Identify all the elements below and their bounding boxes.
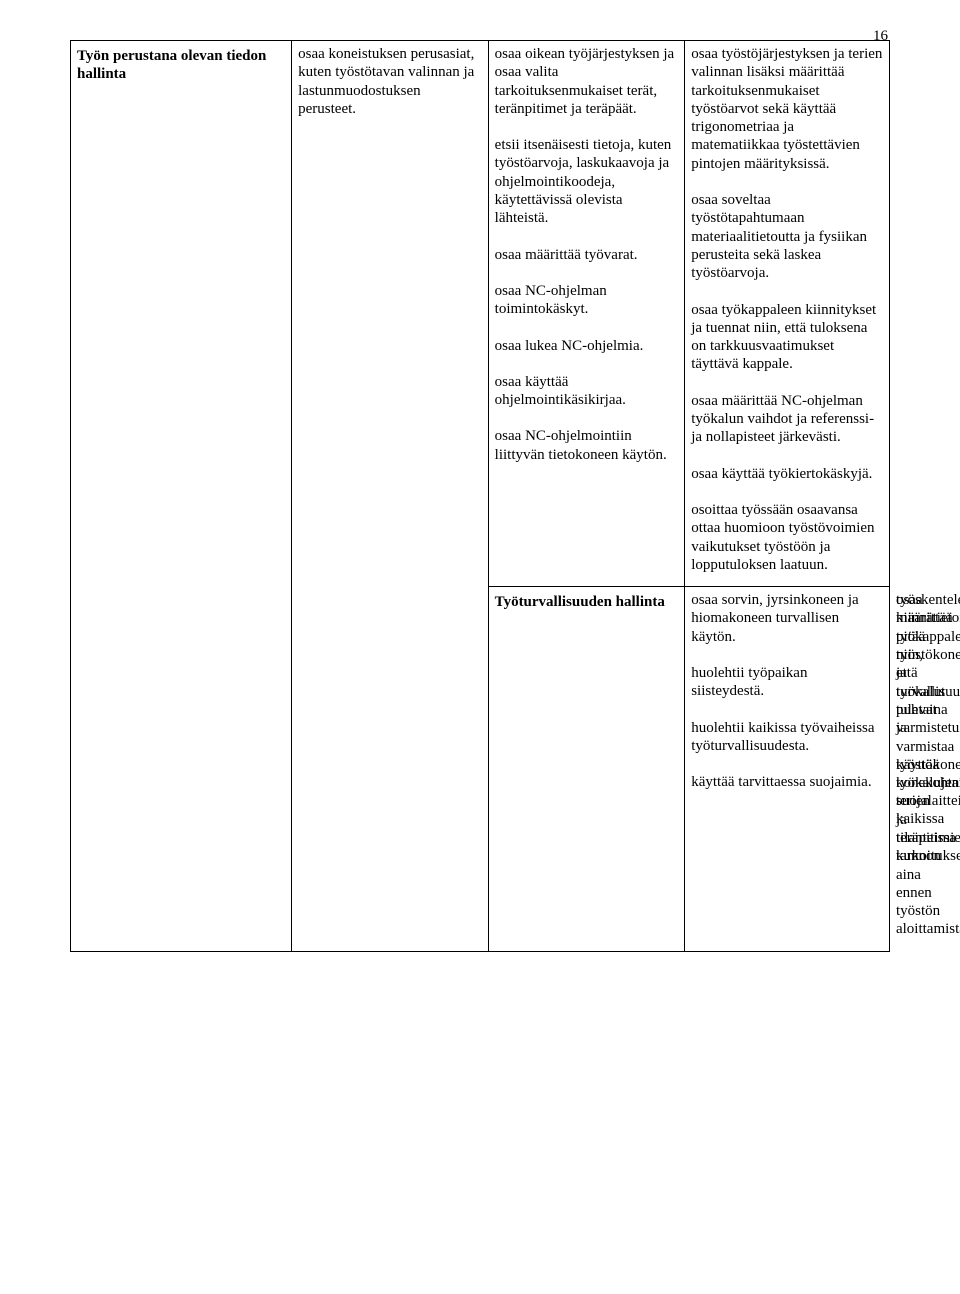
cell-text: osaa lukea NC-ohjelmia. (495, 337, 679, 355)
content-table: Työn perustana olevan tiedon hallinta os… (70, 40, 890, 952)
cell-text: huolehtii työpaikan siisteydestä. (691, 664, 883, 701)
table-cell: osaa sorvin, jyrsinkoneen ja hiomakoneen… (685, 587, 890, 952)
cell-text: osaa soveltaa työstötapahtumaan materiaa… (691, 191, 883, 282)
document-page: 16 Työn perustana olevan tiedon hallinta… (0, 0, 960, 982)
table-row: Työn perustana olevan tiedon hallinta os… (71, 41, 890, 587)
cell-text: osoittaa työssään osaavansa ottaa huomio… (691, 501, 883, 574)
table-cell: osaa oikean työjärjestyksen ja osaa vali… (488, 41, 685, 587)
cell-text: osaa käyttää työkiertokäskyjä. (691, 465, 883, 483)
table-cell: osaa koneistuksen perusasiat, kuten työs… (292, 41, 489, 952)
section-title: Työn perustana olevan tiedon hallinta (71, 41, 292, 952)
cell-text: osaa määrittää NC-ohjelman työkalun vaih… (691, 392, 883, 447)
cell-text: osaa oikean työjärjestyksen ja osaa vali… (495, 45, 679, 118)
cell-text: osaa koneistuksen perusasiat, kuten työs… (298, 45, 482, 118)
cell-text: osaa NC-ohjelman toimintokäskyt. (495, 282, 679, 319)
cell-text: osaa määrittää työvarat. (495, 246, 679, 264)
table-cell: osaa työstöjärjestyksen ja terien valinn… (685, 41, 890, 587)
cell-text: osaa työstöjärjestyksen ja terien valinn… (691, 45, 883, 173)
cell-text: osaa NC-ohjelmointiin liittyvän tietokon… (495, 427, 679, 464)
cell-text: huolehtii kaikissa työvaiheissa työturva… (691, 719, 883, 756)
cell-text: etsii itsenäisesti tietoja, kuten työstö… (495, 136, 679, 227)
section-title: Työturvallisuuden hallinta (488, 587, 685, 952)
cell-text: käyttää tarvittaessa suojaimia. (691, 773, 883, 791)
cell-text: osaa käyttää ohjelmointikäsikirjaa. (495, 373, 679, 410)
page-number: 16 (873, 28, 888, 45)
cell-text: osaa työkappaleen kiinnitykset ja tuenna… (691, 301, 883, 374)
cell-text: osaa sorvin, jyrsinkoneen ja hiomakoneen… (691, 591, 883, 646)
